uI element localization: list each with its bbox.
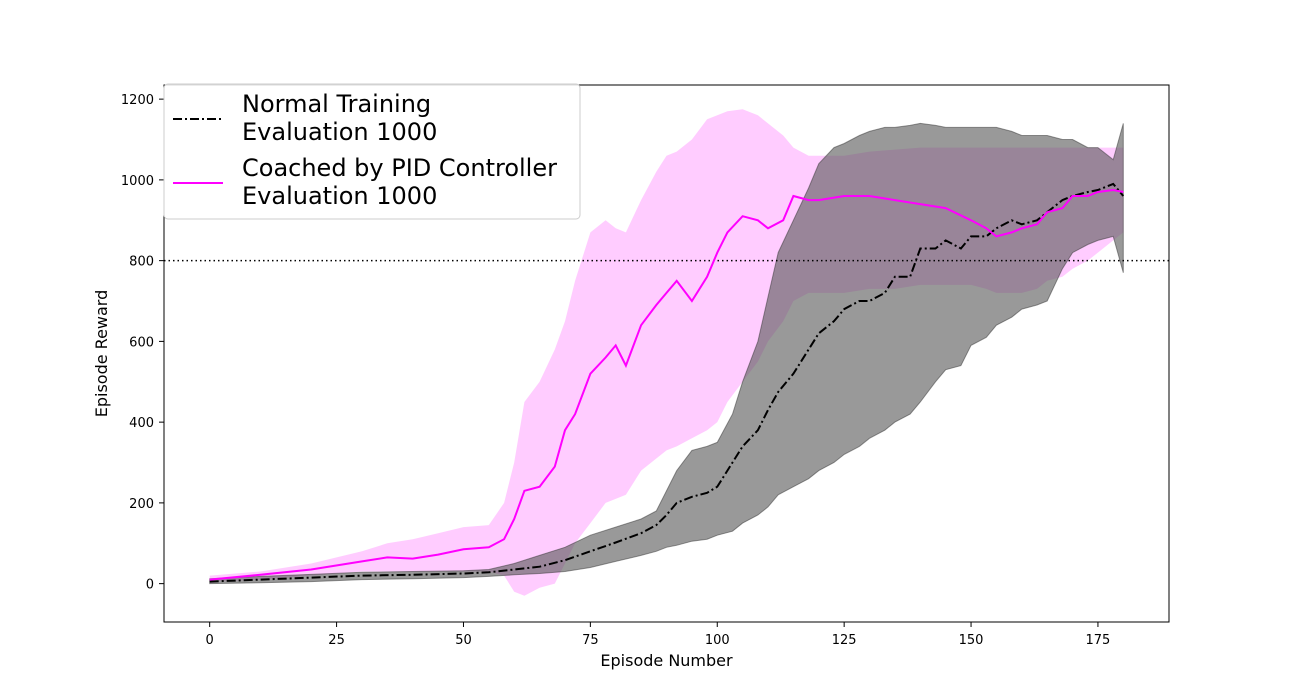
line-series-2 — [209, 188, 1124, 581]
x-tick-label: 50 — [455, 633, 472, 648]
y-tick-label: 600 — [129, 335, 154, 350]
legend-label-2: Coached by PID Controller — [242, 154, 557, 182]
x-tick-label: 125 — [832, 633, 857, 648]
band-series-1 — [209, 122, 1124, 585]
x-tick-label: 100 — [705, 633, 730, 648]
line-series-1 — [209, 182, 1125, 583]
confidence-bands — [209, 109, 1124, 596]
legend-label-1: Evaluation 1000 — [242, 118, 437, 146]
x-axis-label: Episode Number — [600, 651, 733, 670]
legend-box — [163, 83, 581, 220]
y-tick-label: 1200 — [121, 93, 154, 108]
y-axis-ticks: 0 200 400 600 800 1000 1200 — [121, 93, 164, 593]
y-tick-label: 0 — [146, 578, 154, 593]
x-tick-label: 25 — [328, 633, 345, 648]
y-axis-label: Episode Reward — [92, 290, 111, 418]
y-tick-label: 800 — [129, 255, 154, 270]
series-lines — [209, 182, 1125, 583]
x-tick-label: 175 — [1086, 633, 1111, 648]
legend-label-1: Normal Training — [242, 90, 431, 118]
legend-label-2: Evaluation 1000 — [242, 182, 437, 210]
x-tick-label: 0 — [206, 633, 214, 648]
x-axis-ticks: 0 25 50 75 100 125 150 175 — [206, 622, 1111, 648]
x-tick-label: 75 — [582, 633, 599, 648]
y-tick-label: 400 — [129, 416, 154, 431]
y-tick-label: 200 — [129, 497, 154, 512]
plot-frame — [163, 84, 1170, 623]
x-tick-label: 150 — [959, 633, 984, 648]
y-tick-label: 1000 — [121, 174, 154, 189]
